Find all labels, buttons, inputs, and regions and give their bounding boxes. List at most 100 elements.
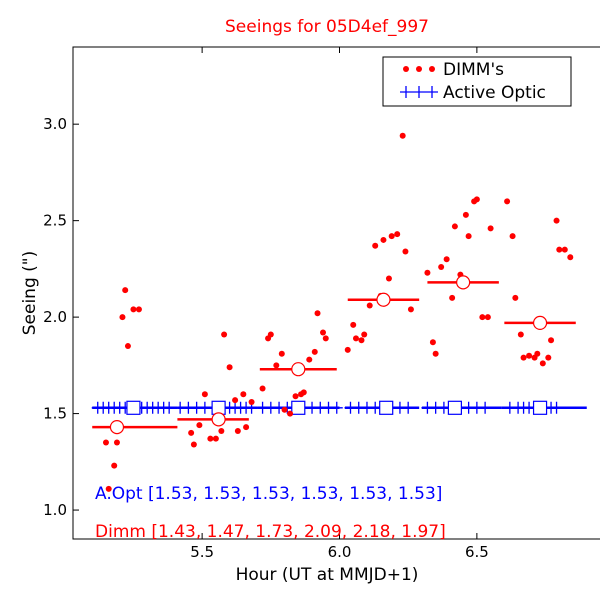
plot-frame [72, 46, 600, 540]
ao-bin-marker [532, 400, 548, 415]
dimm-point [366, 302, 373, 309]
dimm-point [281, 406, 288, 413]
dimm-point [207, 435, 214, 442]
dimm-point [311, 348, 318, 355]
dimm-point [520, 354, 527, 361]
dimm-point [314, 310, 321, 317]
dimm-point [526, 352, 533, 359]
dimm-point [300, 389, 307, 396]
dimm-point [124, 343, 131, 350]
dimm-point [278, 350, 285, 357]
aopt-summary: A.Opt [1.53, 1.53, 1.53, 1.53, 1.53, 1.5… [95, 484, 442, 504]
dimm-point [512, 294, 519, 301]
dimm-point [122, 287, 129, 294]
dimm-point [432, 350, 439, 357]
dimm-point [352, 335, 359, 342]
x-tick-label: 6.5 [465, 543, 489, 561]
dimm-point [429, 339, 436, 346]
dimm-point [548, 337, 555, 344]
dimm-point [561, 246, 568, 253]
dimm-point [534, 350, 541, 357]
legend-ao-label: Active Optic [443, 83, 546, 103]
ao-bin-marker [379, 400, 394, 415]
dimm-point [218, 427, 225, 434]
legend-dimm-marker [403, 66, 435, 72]
dimm-bin-marker [456, 275, 471, 290]
legend: DIMM's Active Optic [382, 56, 572, 107]
dimm-point [402, 248, 409, 255]
dimm-point [399, 132, 406, 139]
dimm-point [201, 391, 208, 398]
dimm-point [259, 385, 266, 392]
dimm-point [438, 263, 445, 270]
dimm-point [196, 422, 203, 429]
dimm-point [350, 321, 357, 328]
dimm-point [240, 391, 247, 398]
dimm-point [135, 306, 142, 313]
dimm-point [111, 462, 118, 469]
ao-point [330, 401, 343, 414]
y-tick-label: 1.5 [43, 405, 67, 423]
dimm-point [484, 314, 491, 321]
dimm-point [105, 485, 112, 492]
dimm-point [119, 314, 126, 321]
dimm-point [443, 256, 450, 263]
dimm-point [487, 225, 494, 232]
dimm-point [462, 211, 469, 218]
dimm-bin-marker [211, 412, 226, 427]
legend-dimm-label: DIMM's [443, 60, 504, 80]
dimm-point [188, 429, 195, 436]
dimm-point [226, 364, 233, 371]
legend-dimm-dot [416, 66, 422, 72]
dimm-point [320, 329, 327, 336]
legend-dimm-dot [429, 66, 435, 72]
plot-area [73, 47, 600, 539]
dimm-point [556, 246, 563, 253]
dimm-point [267, 331, 274, 338]
dimm-point [322, 335, 329, 342]
dimm-point [190, 441, 197, 448]
ao-point [163, 401, 176, 414]
dimm-point [388, 233, 395, 240]
dimm-point [553, 217, 560, 224]
dimm-point [473, 196, 480, 203]
x-axis-label: Hour (UT at MMJD+1) [236, 565, 419, 585]
dimm-point [234, 427, 241, 434]
dimm-point [394, 231, 401, 238]
ao-bin-marker [291, 400, 306, 415]
dimm-point [449, 294, 456, 301]
dimm-point [567, 254, 574, 261]
ao-point [402, 401, 415, 414]
y-tick-label: 2.5 [43, 212, 67, 230]
dimm-point [539, 360, 546, 367]
dimm-summary: Dimm [1.43, 1.47, 1.73, 2.09, 2.18, 1.97… [95, 522, 446, 542]
plot-marks [91, 132, 587, 492]
ao-bin-marker [447, 400, 462, 415]
dimm-bin-marker [291, 362, 306, 377]
dimm-point [287, 410, 294, 417]
legend-box [382, 56, 572, 107]
dimm-point [407, 306, 414, 313]
y-axis-label: Seeing (") [20, 251, 40, 336]
axes: 5.5 6.0 6.5 1.0 1.5 2.0 2.5 3.0 [43, 47, 489, 561]
dimm-point [517, 331, 524, 338]
dimm-point [306, 356, 313, 363]
x-tick-label: 5.5 [190, 543, 214, 561]
y-tick-label: 2.0 [43, 308, 67, 326]
dimm-point [292, 393, 299, 400]
legend-ao-marker [400, 86, 438, 98]
dimm-bin-marker [532, 315, 548, 331]
ao-point [550, 401, 563, 414]
legend-dimm-dot [403, 66, 409, 72]
dimm-point [212, 435, 219, 442]
dimm-point [248, 399, 255, 406]
dimm-point [424, 269, 431, 276]
chart-title: Seeings for 05D4ef_997 [225, 17, 429, 37]
dimm-point [361, 331, 368, 338]
dimm-bin-marker [109, 419, 125, 435]
dimm-point [380, 236, 387, 243]
dimm-point [451, 223, 458, 230]
dimm-point [509, 233, 516, 240]
dimm-point [344, 346, 351, 353]
